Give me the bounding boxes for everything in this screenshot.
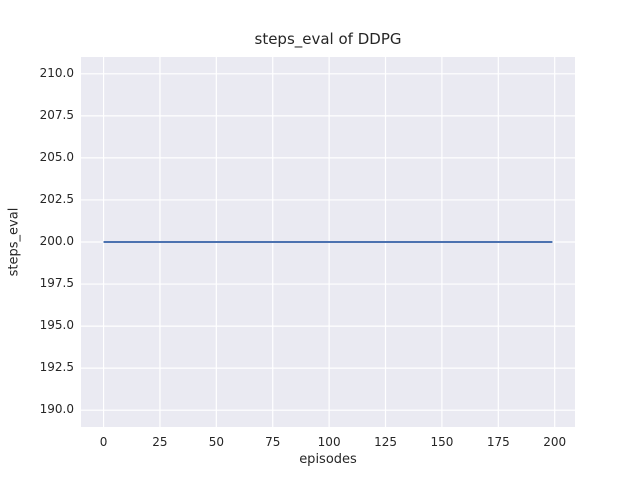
x-tick-label: 200	[543, 435, 567, 449]
y-tick-label: 205.0	[39, 149, 74, 164]
x-tick-label: 175	[486, 435, 510, 449]
y-tick-label: 207.5	[39, 107, 74, 122]
y-tick-label: 200.0	[39, 234, 74, 248]
y-tick-label: 210.0	[39, 65, 74, 80]
x-tick-label: 125	[374, 435, 397, 449]
plot-area	[81, 57, 575, 427]
y-tick-label: 197.5	[39, 276, 74, 291]
y-tick-label: 202.5	[39, 191, 74, 206]
chart-title: steps_eval of DDPG	[254, 30, 402, 48]
y-tick-label: 190.0	[39, 402, 74, 417]
x-tick-label: 150	[430, 435, 454, 449]
x-axis-label: episodes	[299, 452, 357, 467]
x-tick-label: 0	[99, 435, 108, 449]
y-tick-label: 192.5	[39, 360, 74, 375]
x-tick-label: 50	[208, 435, 224, 449]
x-tick-label: 75	[265, 435, 281, 449]
y-tick-label: 195.0	[39, 318, 74, 333]
x-tick-label: 100	[317, 435, 341, 449]
plot-canvas	[81, 57, 575, 427]
x-tick-label: 25	[152, 435, 168, 449]
